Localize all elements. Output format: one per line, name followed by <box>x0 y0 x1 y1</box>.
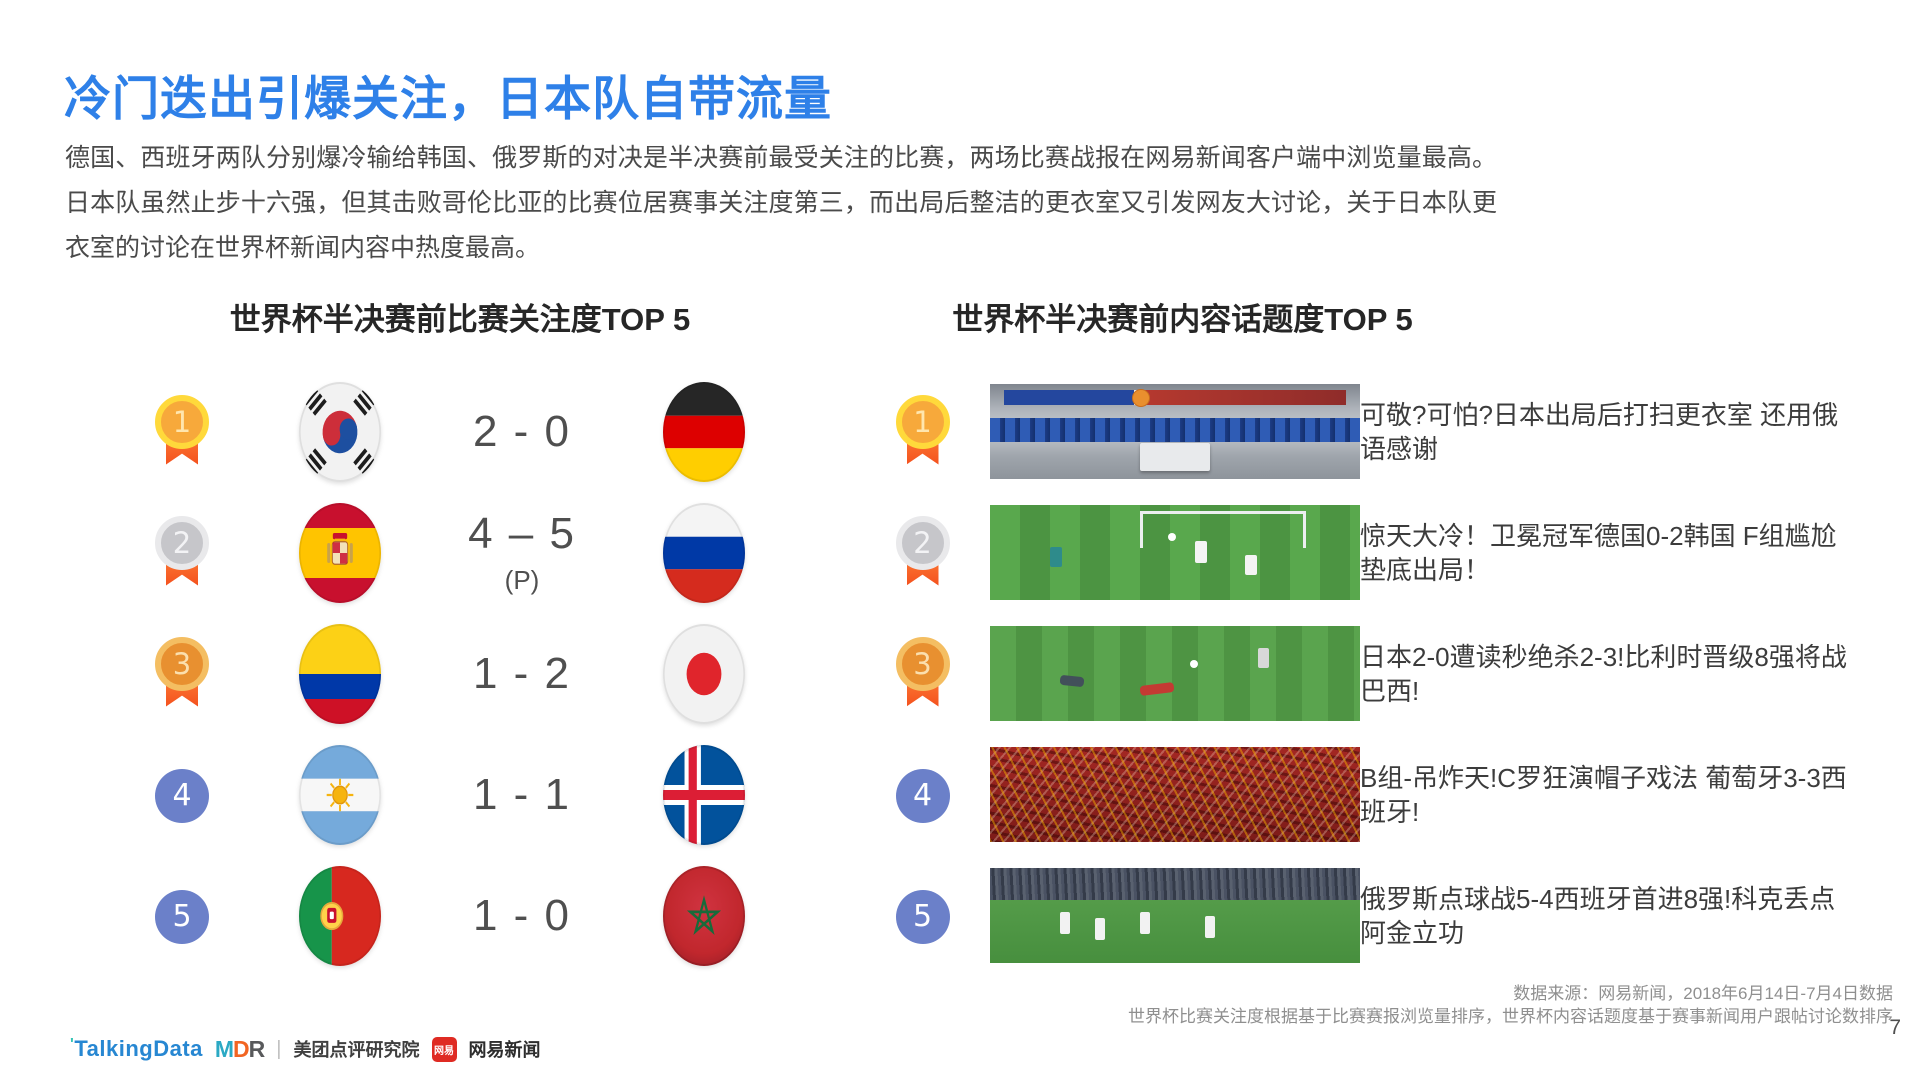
goal-frame <box>1140 511 1306 548</box>
rank-number: 1 <box>155 394 209 449</box>
table-row: 2 惊天大冷！卫冕冠军德国0-2韩国 F组尴尬垫底出局！ <box>855 492 1865 613</box>
flag-portugal-icon <box>299 865 381 966</box>
table-row: 4 <box>65 734 745 855</box>
table-row: 3 日本2-0遭读秒绝杀2-3!比利时晋级8强将战巴西! <box>855 613 1865 734</box>
news-thumbnail-russia-spain <box>990 868 1360 963</box>
score-cell: 1 - 0 <box>473 891 571 941</box>
match-score: 2 - 0 <box>472 406 572 456</box>
table-row: 5 1 - 0 <box>65 855 745 976</box>
stadium-banner <box>1004 390 1346 405</box>
flag-germany-icon <box>663 381 745 482</box>
content-topic-header: 世界杯半决赛前内容话题度TOP 5 <box>952 302 1413 337</box>
netease-badge-icon: 网易 <box>431 1036 457 1062</box>
rank-number: 4 <box>155 768 209 823</box>
rank-circle: 4 <box>154 767 210 823</box>
goalkeeper-figure <box>1059 674 1085 688</box>
player-figure <box>1139 681 1175 697</box>
rank-number: 4 <box>895 768 950 823</box>
news-thumbnail-japan-belgium <box>990 626 1360 721</box>
rank-number: 2 <box>895 515 950 570</box>
locker-bench <box>1140 443 1210 471</box>
player-figure <box>1245 555 1257 575</box>
ball <box>1168 533 1176 541</box>
score-cell: 2 - 0 <box>473 407 571 457</box>
source-line-2: 世界杯比赛关注度根据基于比赛赛报浏览量排序，世界杯内容话题度基于赛事新闻用户跟帖… <box>1128 1007 1893 1026</box>
match-attention-header: 世界杯半决赛前比赛关注度TOP 5 <box>229 302 691 337</box>
news-headline: 日本2-0遭读秒绝杀2-3!比利时晋级8强将战巴西! <box>1360 641 1847 706</box>
match-score: 1 - 0 <box>472 890 572 940</box>
banner-crest <box>1132 389 1150 407</box>
player-figure <box>1095 918 1105 940</box>
source-line-1: 数据来源：网易新闻，2018年6月14日-7月4日数据 <box>1513 984 1893 1003</box>
rank-circle: 5 <box>154 888 210 944</box>
flag-russia-icon <box>663 502 745 603</box>
flag-argentina-icon <box>299 744 381 845</box>
rank-number: 3 <box>155 636 209 691</box>
news-headline: 俄罗斯点球战5-4西班牙首进8强!科克丢点阿金立功 <box>1360 883 1836 948</box>
penalty-note: (P) <box>504 565 540 595</box>
score-cell: 1 - 1 <box>473 770 571 820</box>
data-source-note: 数据来源：网易新闻，2018年6月14日-7月4日数据 世界杯比赛关注度根据基于… <box>1128 982 1893 1028</box>
rank-number: 5 <box>155 889 209 944</box>
talkingdata-tick-icon: ' <box>70 1036 75 1053</box>
match-attention-table: 1 <box>65 371 745 976</box>
rank-number: 1 <box>895 394 950 449</box>
match-score: 1 - 1 <box>472 769 572 819</box>
locker-seats <box>990 418 1360 442</box>
page-title: 冷门迭出引爆关注，日本队自带流量 <box>64 72 832 125</box>
news-thumbnail-fans-crowd <box>990 747 1360 842</box>
player-figure <box>1050 547 1062 567</box>
intro-paragraph: 德国、西班牙两队分别爆冷输给韩国、俄罗斯的对决是半决赛前最受关注的比赛，两场比赛… <box>65 144 1497 262</box>
player-figure <box>1258 648 1269 668</box>
rank-number: 3 <box>895 636 950 691</box>
crowd-band <box>990 868 1360 900</box>
player-figure <box>1140 912 1150 934</box>
score-cell: 1 - 2 <box>473 649 571 699</box>
news-thumbnail-locker-room <box>990 384 1360 479</box>
mdr-logo: MDR <box>214 1035 265 1062</box>
silver-medal-icon: 2 <box>895 514 951 592</box>
table-row: 3 1 - 2 <box>65 613 745 734</box>
content-topic-table: 1 可敬?可怕?日本出局后打扫更衣室 还用俄语感谢 2 <box>855 371 1865 976</box>
talkingdata-logo: 'TalkingData <box>70 1036 203 1061</box>
table-row: 1 可敬?可怕?日本出局后打扫更衣室 还用俄语感谢 <box>855 371 1865 492</box>
rank-circle: 4 <box>895 767 951 823</box>
player-figure <box>1205 916 1215 938</box>
gold-medal-icon: 1 <box>154 393 210 471</box>
logo-divider: | <box>276 1037 282 1060</box>
news-headline: B组-吊炸天!C罗狂演帽子戏法 葡萄牙3-3西班牙! <box>1360 762 1847 827</box>
news-headline: 可敬?可怕?日本出局后打扫更衣室 还用俄语感谢 <box>1360 399 1839 464</box>
match-score: 4 – 5 <box>468 509 576 558</box>
footer-logos: 'TalkingData MDR | 美团点评研究院 网易 网易新闻 <box>70 1034 541 1064</box>
news-headline: 惊天大冷！卫冕冠军德国0-2韩国 F组尴尬垫底出局！ <box>1360 520 1837 585</box>
player-figure <box>1195 541 1207 563</box>
flag-iceland-icon <box>663 744 745 845</box>
silver-medal-icon: 2 <box>154 514 210 592</box>
gold-medal-icon: 1 <box>895 393 951 471</box>
rank-circle: 5 <box>895 888 951 944</box>
score-cell: 4 – 5 (P) <box>468 509 576 596</box>
flag-colombia-icon <box>299 623 381 724</box>
table-row: 4 B组-吊炸天!C罗狂演帽子戏法 葡萄牙3-3西班牙! <box>855 734 1865 855</box>
rank-number: 5 <box>895 889 950 944</box>
rank-number: 2 <box>155 515 209 570</box>
netease-news-logo: 网易新闻 <box>468 1040 541 1060</box>
match-score: 1 - 2 <box>472 648 572 698</box>
page-number: 7 <box>1889 1016 1901 1039</box>
news-thumbnail-germany-korea <box>990 505 1360 600</box>
meituan-dianping-logo: 美团点评研究院 <box>293 1040 420 1060</box>
ball <box>1190 660 1198 668</box>
table-row: 1 <box>65 371 745 492</box>
table-row: 5 俄罗斯点球战5-4西班牙首进8强!科克丢点阿金立功 <box>855 855 1865 976</box>
flag-spain-icon <box>299 502 381 603</box>
flag-south-korea-icon <box>299 381 381 482</box>
flag-japan-icon <box>663 623 745 724</box>
table-row: 2 <box>65 492 745 613</box>
player-figure <box>1060 912 1070 934</box>
bronze-medal-icon: 3 <box>895 635 951 713</box>
bronze-medal-icon: 3 <box>154 635 210 713</box>
flag-morocco-icon <box>663 865 745 966</box>
